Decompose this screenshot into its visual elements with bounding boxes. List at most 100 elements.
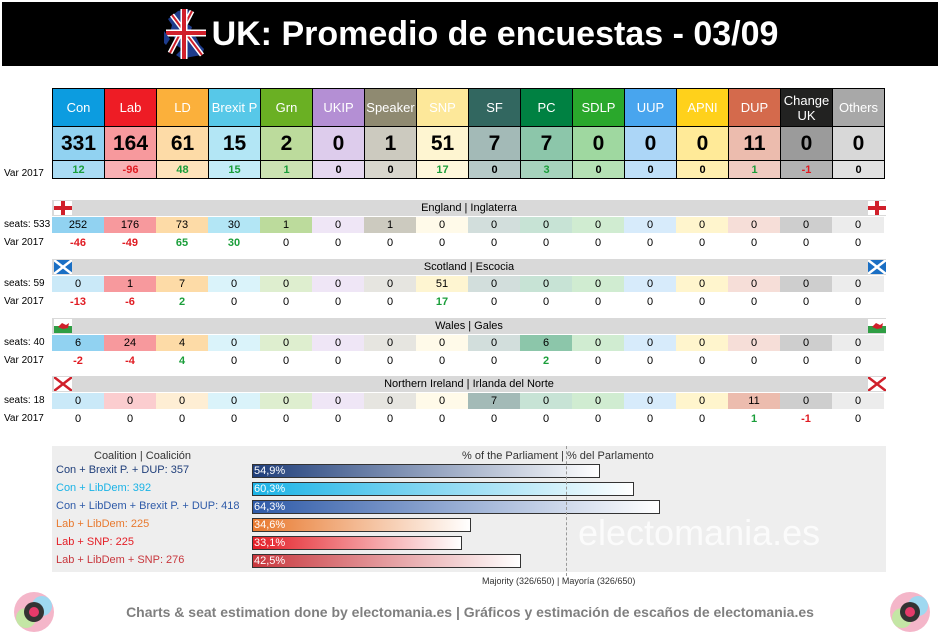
region-seat-cell: 1 — [260, 217, 312, 233]
region-seat-cell: 0 — [624, 335, 676, 351]
region-var-cell: 0 — [854, 413, 862, 425]
region-seat-cell: 0 — [208, 335, 260, 351]
party-var-dup: 1 — [728, 160, 781, 179]
coalition-pct-label: 64,3% — [254, 501, 286, 513]
region-seat-cell: 0 — [416, 217, 468, 233]
region-seat-cell: 1 — [104, 276, 156, 292]
party-header-ld: LD — [156, 88, 209, 127]
party-header-grn: Grn — [260, 88, 313, 127]
party-var-sf: 0 — [468, 160, 521, 179]
region-var-cell: 0 — [750, 237, 758, 249]
region-var-cell: 0 — [646, 355, 654, 367]
region-seat-cell: 0 — [260, 335, 312, 351]
region-seat-cell: 0 — [728, 335, 780, 351]
region-var-cell: 0 — [802, 355, 810, 367]
party-seats-ukip: 0 — [312, 126, 365, 161]
region-seat-cell: 0 — [520, 217, 572, 233]
region-seat-cell: 176 — [104, 217, 156, 233]
region-seat-cell: 0 — [104, 393, 156, 409]
region-seat-cell: 0 — [624, 393, 676, 409]
region-seat-cell: 6 — [520, 335, 572, 351]
parliament-pct-title: % of the Parliament | % del Parlamento — [462, 450, 654, 462]
region-var-cell: 0 — [334, 413, 342, 425]
party-seats-others: 0 — [832, 126, 885, 161]
party-seats-dup: 11 — [728, 126, 781, 161]
party-header-speaker: Speaker — [364, 88, 417, 127]
region-var-cell: 2 — [178, 296, 186, 308]
title-bar: UK: Promedio de encuestas - 03/09 — [2, 2, 938, 66]
party-var-ld: 48 — [156, 160, 209, 179]
region-var-cell: -4 — [125, 355, 135, 367]
electomania-logo-icon — [14, 592, 54, 632]
region-seat-cell: 0 — [260, 393, 312, 409]
region-seat-cell: 0 — [156, 393, 208, 409]
coalition-label: Con + LibDem + Brexit P. + DUP: 418 — [56, 500, 240, 512]
region-var-cell: 0 — [854, 355, 862, 367]
region-seat-cell: 0 — [676, 335, 728, 351]
region-var-cell: 0 — [542, 296, 550, 308]
region-seats-label: seats: 18 — [4, 395, 45, 406]
region-var-cell: 0 — [282, 296, 290, 308]
coalition-label: Con + Brexit P. + DUP: 357 — [56, 464, 190, 476]
coalition-bar — [252, 518, 472, 532]
region-seat-cell: 252 — [52, 217, 104, 233]
region-var-label: Var 2017 — [4, 355, 44, 366]
region-seats-label: seats: 59 — [4, 278, 45, 289]
coalition-bar — [252, 482, 635, 496]
region-var-label: Var 2017 — [4, 413, 44, 424]
region-seat-cell: 0 — [572, 276, 624, 292]
party-header-dup: DUP — [728, 88, 781, 127]
region-var-cell: 0 — [282, 355, 290, 367]
party-seats-sf: 7 — [468, 126, 521, 161]
party-seats-sdlp: 0 — [572, 126, 625, 161]
region-seat-cell: 30 — [208, 217, 260, 233]
majority-label: Majority (326/650) | Mayoría (326/650) — [482, 576, 636, 586]
region-var-cell: 0 — [490, 355, 498, 367]
party-var-speaker: 0 — [364, 160, 417, 179]
region-var-cell: 0 — [594, 296, 602, 308]
region-var-cell: 0 — [490, 413, 498, 425]
region-flag-icon — [868, 260, 886, 274]
party-var-others: 0 — [832, 160, 885, 179]
region-seat-cell: 11 — [728, 393, 780, 409]
region-title-3: Wales | Gales — [52, 318, 886, 334]
party-seats-pc: 7 — [520, 126, 573, 161]
region-title-2: Scotland | Escocia — [52, 259, 886, 275]
footer-credit: Charts & seat estimation done by electom… — [126, 604, 814, 620]
region-seat-cell: 0 — [364, 335, 416, 351]
region-seat-cell: 0 — [52, 276, 104, 292]
party-var-lab: -96 — [104, 160, 157, 179]
region-seat-cell: 0 — [780, 276, 832, 292]
region-var-cell: 0 — [542, 237, 550, 249]
region-seat-cell: 0 — [832, 335, 884, 351]
region-seat-cell: 0 — [676, 393, 728, 409]
region-seat-cell: 0 — [208, 276, 260, 292]
region-title-4: Northern Ireland | Irlanda del Norte — [52, 376, 886, 392]
party-var-brexit-p: 15 — [208, 160, 261, 179]
region-var-cell: 0 — [802, 237, 810, 249]
region-seats-label: seats: 533 — [4, 219, 51, 230]
coalition-bar — [252, 554, 522, 568]
region-seat-cell: 0 — [572, 393, 624, 409]
region-var-cell: 0 — [802, 296, 810, 308]
region-var-cell: 0 — [490, 237, 498, 249]
coalition-title: Coalition | Coalición — [94, 450, 192, 462]
region-var-cell: 0 — [594, 237, 602, 249]
region-flag-icon — [54, 201, 72, 215]
region-seat-cell: 0 — [676, 276, 728, 292]
party-seats-lab: 164 — [104, 126, 157, 161]
coalition-label: Con + LibDem: 392 — [56, 482, 152, 494]
region-var-cell: 0 — [386, 296, 394, 308]
party-seats-grn: 2 — [260, 126, 313, 161]
coalition-label: Lab + LibDem + SNP: 276 — [56, 554, 185, 566]
region-flag-icon — [868, 319, 886, 333]
coalition-bar — [252, 500, 660, 514]
coalition-pct-label: 54,9% — [254, 465, 286, 477]
region-var-label: Var 2017 — [4, 237, 44, 248]
region-flag-icon — [54, 319, 72, 333]
region-flag-icon — [868, 201, 886, 215]
region-var-cell: 0 — [74, 413, 82, 425]
coalition-pct-label: 33,1% — [254, 537, 286, 549]
region-var-cell: 0 — [646, 413, 654, 425]
region-var-cell: 0 — [438, 237, 446, 249]
